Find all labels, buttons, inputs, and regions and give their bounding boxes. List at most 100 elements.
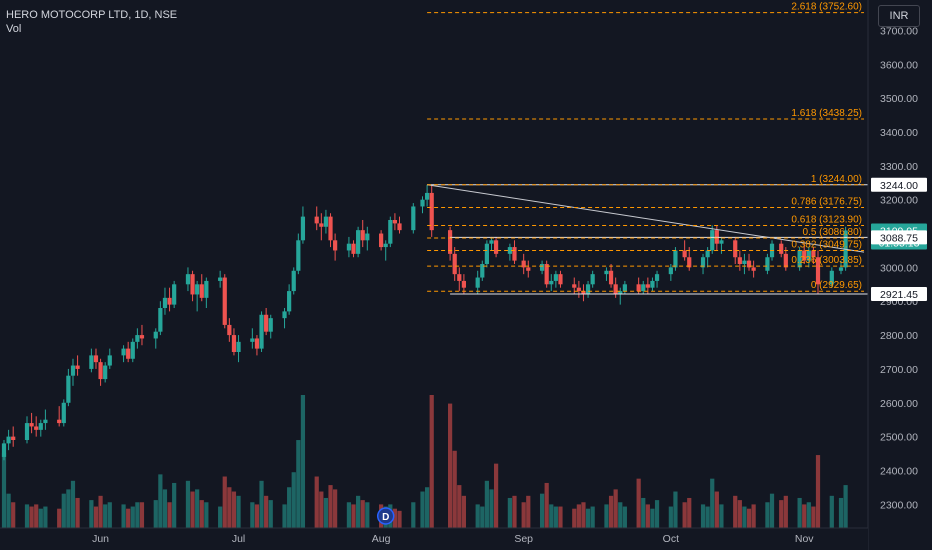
candle-body xyxy=(489,240,494,244)
candle-body xyxy=(314,216,319,224)
price-tick-label: 3700.00 xyxy=(880,25,918,37)
price-tick-label: 2500.00 xyxy=(880,432,918,444)
volume-bar xyxy=(333,489,338,528)
candle-body xyxy=(549,280,554,285)
volume-bar xyxy=(135,502,140,528)
volume-bar xyxy=(452,450,457,528)
candle-body xyxy=(668,267,673,275)
candle-body xyxy=(199,284,204,298)
candle-body xyxy=(765,257,770,271)
candle-body xyxy=(222,277,227,325)
volume-bar xyxy=(480,506,485,528)
volume-bar xyxy=(103,504,108,528)
volume-bar xyxy=(365,502,370,528)
candle-body xyxy=(585,284,591,295)
volume-bar xyxy=(521,502,526,528)
price-tick-label: 3200.00 xyxy=(880,195,918,207)
candle-body xyxy=(604,270,609,275)
volume-bar xyxy=(11,502,16,528)
price-label-text: 2921.45 xyxy=(880,289,918,301)
volume-bar xyxy=(783,495,788,528)
candle-body xyxy=(328,216,333,241)
candle-body xyxy=(742,260,747,264)
volume-bar xyxy=(231,491,237,528)
candle-body xyxy=(572,284,577,288)
candle-body xyxy=(733,240,738,258)
candle-body xyxy=(558,274,563,285)
candle-body xyxy=(838,267,844,271)
candle-body xyxy=(356,230,361,254)
candle-body xyxy=(231,335,237,352)
dividend-marker-label: D xyxy=(382,512,389,523)
volume-bar xyxy=(654,500,660,528)
candle-body xyxy=(139,335,145,339)
candle-body xyxy=(162,297,168,308)
candle-body xyxy=(654,274,660,281)
volume-bar xyxy=(139,502,145,528)
volume-bar xyxy=(585,508,591,528)
candle-body xyxy=(204,280,209,298)
volume-bar xyxy=(636,478,641,528)
volume-bar xyxy=(167,502,172,528)
volume-bar xyxy=(553,506,558,528)
candle-body xyxy=(641,284,646,292)
candle-body xyxy=(815,257,821,285)
candle-body xyxy=(383,243,388,248)
candle-body xyxy=(420,199,425,207)
candle-body xyxy=(103,365,108,380)
price-tick-label: 2800.00 xyxy=(880,330,918,342)
price-tick-label: 2400.00 xyxy=(880,465,918,477)
candle-body xyxy=(705,250,710,258)
volume-bar xyxy=(425,487,430,528)
volume-bar xyxy=(190,491,195,528)
volume-bar xyxy=(254,504,260,528)
candle-body xyxy=(227,324,232,336)
volume-bar xyxy=(475,504,480,528)
volume-bar xyxy=(351,504,356,528)
volume-bar xyxy=(236,495,241,528)
volume-bar xyxy=(710,478,715,528)
volume-bar xyxy=(121,504,126,528)
candle-body xyxy=(512,247,517,261)
volume-bar xyxy=(484,480,489,528)
fib-level-label: 0.382 (3049.75) xyxy=(791,240,862,251)
candle-body xyxy=(379,233,384,248)
dividend-marker-group: D xyxy=(376,507,395,525)
volume-bar xyxy=(89,500,94,528)
volume-bar xyxy=(195,489,200,528)
fibonacci-levels[interactable]: 2.618 (3752.60) 1.618 (3438.25) 1 (3244.00… xyxy=(427,2,864,292)
volume-bar xyxy=(604,504,609,528)
candle-body xyxy=(475,277,480,288)
volume-bar xyxy=(512,495,517,528)
time-axis[interactable]: Jun Jul Aug Sep Oct Nov xyxy=(0,527,868,550)
candle-body xyxy=(613,284,618,295)
candle-body xyxy=(29,423,34,427)
fib-level-label: 0.5 (3086.80) xyxy=(803,227,863,238)
candle-body xyxy=(195,284,200,295)
candle-body xyxy=(190,274,195,295)
volume-bar xyxy=(668,506,673,528)
time-tick-label: Aug xyxy=(372,533,391,545)
volume-bar xyxy=(199,500,204,528)
time-axis-bg xyxy=(0,528,868,550)
price-axis[interactable]: 2300.00 2400.00 2500.00 2600.00 2700.00 2800.… xyxy=(867,0,932,550)
candle-body xyxy=(829,270,834,285)
currency-button[interactable]: INR xyxy=(878,5,920,27)
volume-bar xyxy=(493,463,499,528)
candle-body xyxy=(806,250,811,261)
volume-bar xyxy=(264,495,269,528)
candle-body xyxy=(687,257,692,268)
volume-bar xyxy=(843,485,848,528)
candle-body xyxy=(737,257,742,264)
candle-body xyxy=(1,443,7,457)
candle-body xyxy=(682,250,687,258)
candle-body xyxy=(493,240,499,254)
volume-bar xyxy=(296,440,301,528)
volume-bar xyxy=(6,493,11,528)
volume-bar xyxy=(815,455,821,528)
volume-bar xyxy=(733,495,738,528)
candle-body xyxy=(287,291,292,312)
candle-body xyxy=(107,355,112,366)
volume-bar xyxy=(526,495,531,528)
